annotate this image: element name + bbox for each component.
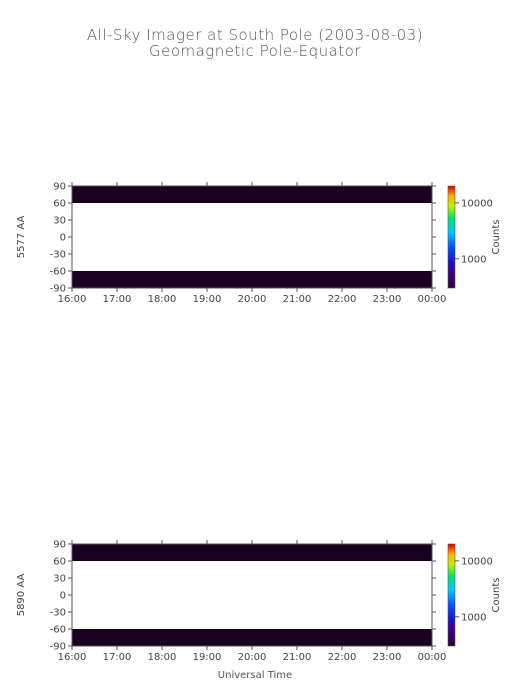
y-tick-label: 90 (53, 182, 66, 193)
x-tick-label: 16:00 (58, 294, 87, 305)
x-tick-label: 20:00 (238, 294, 267, 305)
colorbar-label: Counts (491, 220, 502, 255)
chart-title: All-Sky Imager at South Pole (2003-08-03… (86, 26, 424, 44)
y-tick-label: 30 (53, 216, 66, 227)
x-tick-label: 17:00 (103, 294, 132, 305)
colorbar-tick-label: 10000 (461, 198, 493, 209)
y-axis-label: 5577 AA (16, 216, 27, 259)
y-tick-label: 60 (53, 199, 66, 210)
y-tick-label: -90 (50, 284, 66, 295)
x-tick-label: 19:00 (193, 294, 222, 305)
top-dark-band (72, 186, 432, 203)
bottom-dark-band (72, 271, 432, 288)
x-tick-label: 21:00 (283, 294, 312, 305)
x-tick-label: 23:00 (373, 294, 402, 305)
y-tick-label: -30 (50, 250, 66, 261)
top-dark-band (72, 544, 432, 561)
x-tick-label: 00:00 (418, 294, 447, 305)
y-tick-label: 0 (60, 233, 66, 244)
x-tick-label: 22:00 (328, 294, 357, 305)
colorbar (447, 185, 456, 289)
bottom-dark-band (72, 629, 432, 646)
y-tick-label: -60 (50, 267, 66, 278)
colorbar-tick-label: 1000 (461, 254, 486, 265)
x-tick-label: 18:00 (148, 294, 177, 305)
chart-subtitle: Geomagnetic Pole-Equator (148, 42, 362, 60)
